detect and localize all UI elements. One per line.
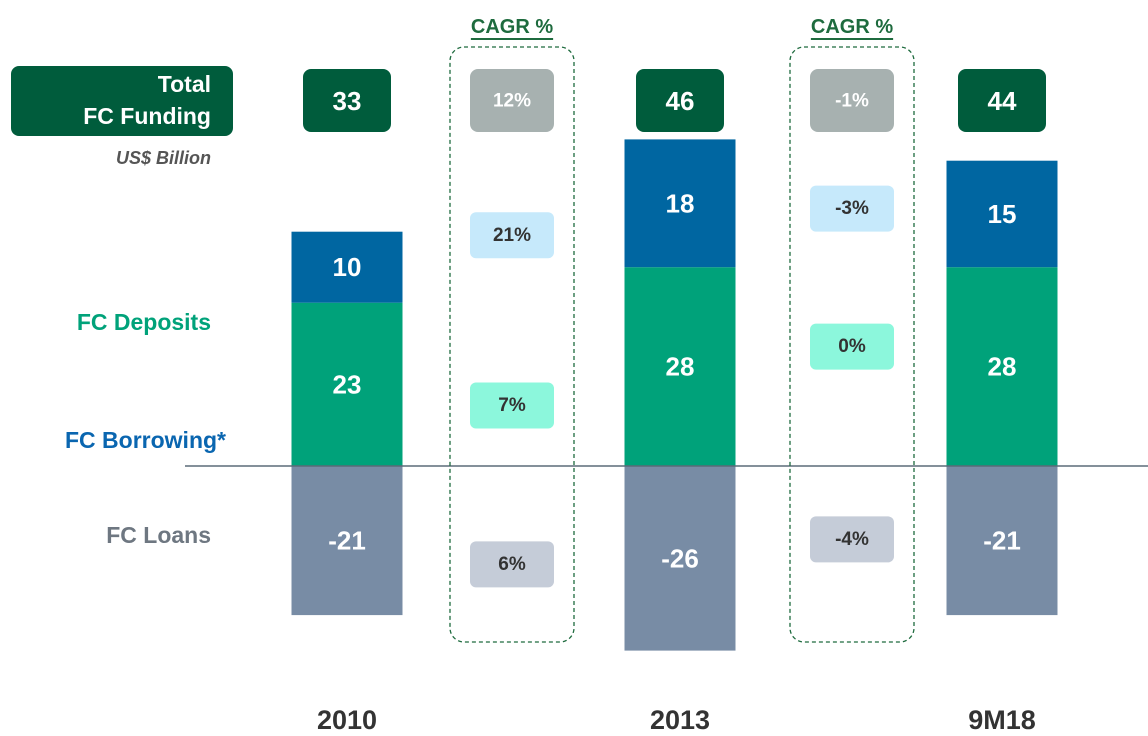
cagr-title: CAGR % xyxy=(811,16,893,38)
cagr-frame xyxy=(789,46,915,643)
cagr-label: -4% xyxy=(835,529,869,550)
total-box xyxy=(636,69,724,132)
cagr-box xyxy=(810,323,894,370)
cagr-box xyxy=(470,212,554,259)
total-value: 33 xyxy=(333,86,362,116)
total-label: FC Funding xyxy=(83,103,211,129)
cagr-label: 21% xyxy=(493,225,531,246)
cagr-frame xyxy=(449,46,575,643)
bar-segment xyxy=(291,466,403,616)
total-value: 44 xyxy=(988,86,1017,116)
cagr-total-box xyxy=(470,69,554,132)
cagr-box xyxy=(470,382,554,429)
bar-segment xyxy=(624,466,736,651)
x-tick-label: 9M18 xyxy=(968,705,1036,735)
bar-segment xyxy=(946,466,1058,616)
cagr-total-label: 12% xyxy=(493,91,531,112)
cagr-box xyxy=(810,185,894,232)
bar-segment xyxy=(291,302,403,466)
total-value: 46 xyxy=(666,86,695,116)
cagr-box xyxy=(470,541,554,588)
bar-value-label: 15 xyxy=(988,199,1017,229)
bar-segment xyxy=(624,139,736,268)
bar-segment xyxy=(291,231,403,303)
cagr-label: -3% xyxy=(835,198,869,219)
series-label: FC Loans xyxy=(106,522,211,548)
bar-value-label: 28 xyxy=(988,352,1017,382)
series-label: FC Deposits xyxy=(77,309,211,335)
cagr-label: 6% xyxy=(498,554,526,575)
total-box xyxy=(303,69,391,132)
bar-segment xyxy=(946,267,1058,466)
unit-label: US$ Billion xyxy=(116,148,211,168)
bar-value-label: -21 xyxy=(328,526,366,556)
bar-value-label: 10 xyxy=(333,252,362,282)
cagr-total-label: -1% xyxy=(835,91,869,112)
total-label-box xyxy=(11,66,233,136)
bar-value-label: -21 xyxy=(983,526,1021,556)
bar-value-label: 28 xyxy=(666,352,695,382)
series-label: FC Borrowing* xyxy=(65,427,226,453)
bar-value-label: -26 xyxy=(661,543,699,573)
total-label: Total xyxy=(158,71,211,97)
cagr-total-box xyxy=(810,69,894,132)
bar-segment xyxy=(946,160,1058,268)
cagr-title: CAGR % xyxy=(471,16,553,38)
cagr-box xyxy=(810,516,894,563)
bar-segment xyxy=(624,267,736,466)
bar-value-label: 18 xyxy=(666,188,695,218)
x-tick-label: 2013 xyxy=(650,705,710,735)
total-box xyxy=(958,69,1046,132)
cagr-label: 7% xyxy=(498,395,526,416)
x-tick-label: 2010 xyxy=(317,705,377,735)
bar-value-label: 23 xyxy=(333,369,362,399)
cagr-label: 0% xyxy=(838,336,866,357)
